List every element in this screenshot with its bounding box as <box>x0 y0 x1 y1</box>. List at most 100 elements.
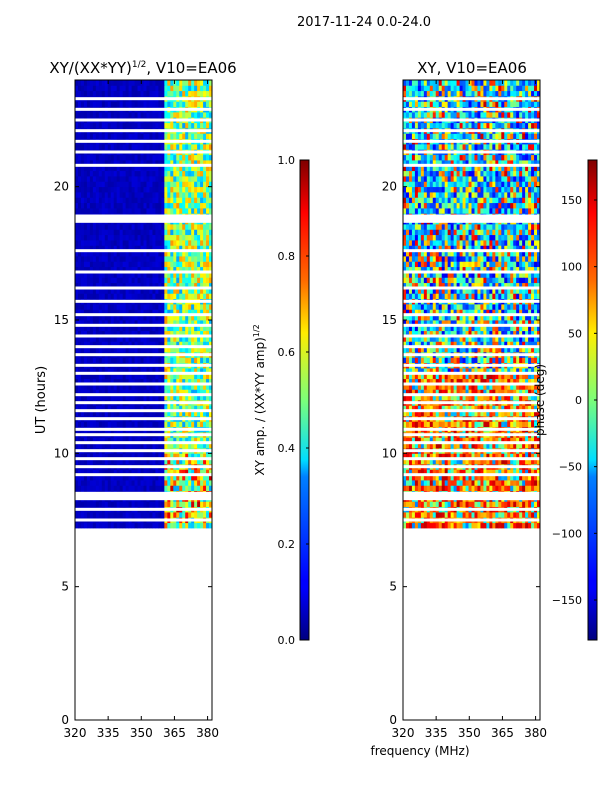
heatmap-cell <box>146 512 150 518</box>
heatmap-cell <box>122 480 127 486</box>
heatmap-cell <box>173 346 177 353</box>
heatmap-cell <box>125 378 130 385</box>
heatmap-cell <box>134 245 138 252</box>
heatmap-cell <box>173 330 177 337</box>
gap-row <box>75 417 212 421</box>
heatmap-cell <box>525 421 529 428</box>
heatmap-cell <box>525 469 529 476</box>
heatmap-cell <box>80 437 85 444</box>
heatmap-cell <box>194 512 198 518</box>
heatmap-cell <box>125 90 130 97</box>
heatmap-cell <box>498 442 502 449</box>
heatmap-cell <box>86 501 91 508</box>
heatmap-cell <box>194 304 198 310</box>
heatmap-cell <box>128 165 132 172</box>
heatmap-cell <box>140 181 144 188</box>
heatmap-cell <box>477 421 481 428</box>
heatmap-cell <box>173 394 177 401</box>
heatmap-cell <box>507 522 511 529</box>
heatmap-cell <box>403 453 407 460</box>
heatmap-cell <box>203 277 207 284</box>
heatmap-cell <box>92 224 97 230</box>
heatmap-cell <box>80 245 85 252</box>
heatmap-cell <box>128 170 132 177</box>
heatmap-cell <box>197 378 201 385</box>
heatmap-cell <box>158 320 162 326</box>
heatmap-cell <box>474 512 478 518</box>
heatmap-cell <box>423 458 428 465</box>
heatmap-cell <box>83 501 88 508</box>
heatmap-cell <box>146 122 150 129</box>
heatmap-cell <box>149 336 153 342</box>
heatmap-cell <box>420 421 425 428</box>
heatmap-cell <box>119 85 124 92</box>
heatmap-cell <box>131 384 135 390</box>
heatmap-cell <box>95 442 100 449</box>
heatmap-cell <box>191 90 195 97</box>
heatmap-cell <box>140 357 144 364</box>
heatmap-cell <box>77 410 82 417</box>
heatmap-cell <box>426 480 431 486</box>
heatmap-cell <box>483 442 487 449</box>
heatmap-cell <box>125 282 130 289</box>
heatmap-cell <box>152 240 156 246</box>
heatmap-cell <box>137 266 141 273</box>
heatmap-cell <box>191 261 195 268</box>
heatmap-cell <box>209 277 213 284</box>
heatmap-cell <box>75 453 79 460</box>
heatmap-cell <box>80 346 85 353</box>
heatmap-cell <box>492 442 496 449</box>
gap-row <box>75 163 212 167</box>
heatmap-cell <box>182 512 186 518</box>
heatmap-cell <box>137 160 141 166</box>
heatmap-cell <box>185 330 189 337</box>
heatmap-cell <box>83 240 88 246</box>
heatmap-cell <box>209 144 213 150</box>
heatmap-cell <box>146 181 150 188</box>
heatmap-cell <box>209 288 213 294</box>
heatmap-cell <box>188 85 192 92</box>
heatmap-cell <box>403 437 407 444</box>
gap-row <box>75 353 212 357</box>
heatmap-cell <box>185 368 189 374</box>
heatmap-cell <box>101 357 106 364</box>
heatmap-cell <box>164 160 168 166</box>
heatmap-cell <box>173 474 177 481</box>
heatmap-cell <box>480 480 484 486</box>
heatmap-cell <box>206 245 210 252</box>
heatmap-cell <box>170 368 174 374</box>
heatmap-cell <box>471 522 475 529</box>
heatmap-cell <box>203 256 207 262</box>
left-colorbar-label-sup: 1/2 <box>252 324 261 337</box>
heatmap-cell <box>176 160 180 166</box>
heatmap-cell <box>113 192 118 198</box>
heatmap-cell <box>86 458 91 465</box>
heatmap-cell <box>149 144 153 150</box>
heatmap-cell <box>92 368 97 374</box>
heatmap-cell <box>182 336 186 342</box>
heatmap-cell <box>170 170 174 177</box>
heatmap-cell <box>161 224 165 230</box>
heatmap-cell <box>119 282 124 289</box>
heatmap-cell <box>182 346 186 353</box>
heatmap-cell <box>176 474 180 481</box>
heatmap-cell <box>104 309 109 316</box>
heatmap-cell <box>95 330 100 337</box>
heatmap-cell <box>146 170 150 177</box>
heatmap-cell <box>140 197 144 204</box>
heatmap-cell <box>122 256 127 262</box>
heatmap-cell <box>107 160 112 166</box>
heatmap-cell <box>143 341 147 348</box>
heatmap-cell <box>107 341 112 348</box>
heatmap-cell <box>83 346 88 353</box>
heatmap-cell <box>83 154 88 161</box>
heatmap-cell <box>155 304 159 310</box>
heatmap-cell <box>131 197 135 204</box>
heatmap-cell <box>179 389 183 396</box>
heatmap-cell <box>167 261 171 268</box>
heatmap-cell <box>98 154 103 161</box>
heatmap-cell <box>429 522 434 529</box>
heatmap-cell <box>480 522 484 529</box>
heatmap-cell <box>191 341 195 348</box>
heatmap-cell <box>197 208 201 214</box>
